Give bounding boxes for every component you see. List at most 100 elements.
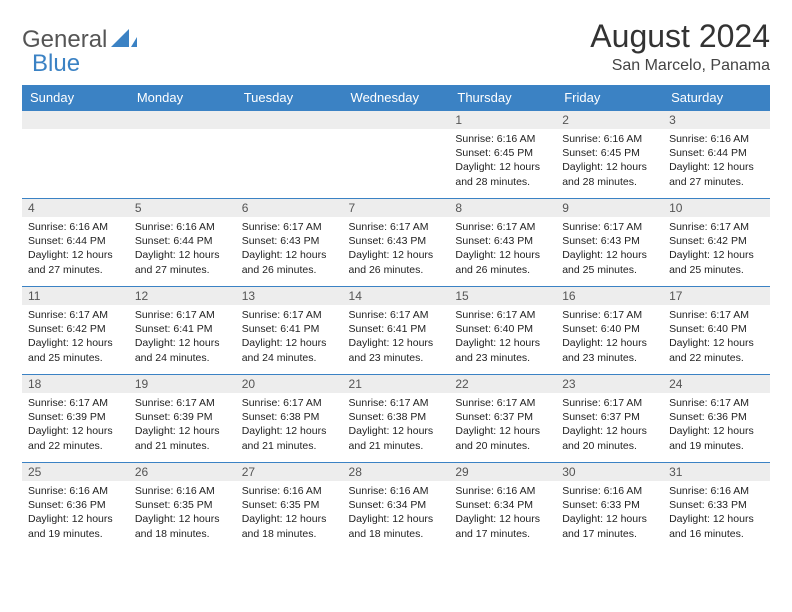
calendar-week-row: 25Sunrise: 6:16 AMSunset: 6:36 PMDayligh… (22, 463, 770, 551)
day-number: 24 (663, 375, 770, 393)
calendar-empty-cell (22, 111, 129, 199)
brand-part2-wrap: Blue (32, 50, 80, 78)
calendar-day-cell: 10Sunrise: 6:17 AMSunset: 6:42 PMDayligh… (663, 199, 770, 287)
calendar-day-cell: 26Sunrise: 6:16 AMSunset: 6:35 PMDayligh… (129, 463, 236, 551)
calendar-day-cell: 24Sunrise: 6:17 AMSunset: 6:36 PMDayligh… (663, 375, 770, 463)
calendar-day-cell: 21Sunrise: 6:17 AMSunset: 6:38 PMDayligh… (343, 375, 450, 463)
day-details: Sunrise: 6:17 AMSunset: 6:40 PMDaylight:… (449, 305, 556, 369)
day-number: 13 (236, 287, 343, 305)
calendar-week-row: 18Sunrise: 6:17 AMSunset: 6:39 PMDayligh… (22, 375, 770, 463)
day-details: Sunrise: 6:17 AMSunset: 6:41 PMDaylight:… (236, 305, 343, 369)
day-details: Sunrise: 6:17 AMSunset: 6:38 PMDaylight:… (236, 393, 343, 457)
calendar-day-cell: 1Sunrise: 6:16 AMSunset: 6:45 PMDaylight… (449, 111, 556, 199)
calendar-day-cell: 15Sunrise: 6:17 AMSunset: 6:40 PMDayligh… (449, 287, 556, 375)
day-number: 1 (449, 111, 556, 129)
day-number: 19 (129, 375, 236, 393)
day-details: Sunrise: 6:17 AMSunset: 6:42 PMDaylight:… (663, 217, 770, 281)
day-details: Sunrise: 6:16 AMSunset: 6:34 PMDaylight:… (449, 481, 556, 545)
day-number: 16 (556, 287, 663, 305)
day-details: Sunrise: 6:16 AMSunset: 6:44 PMDaylight:… (22, 217, 129, 281)
calendar-week-row: 11Sunrise: 6:17 AMSunset: 6:42 PMDayligh… (22, 287, 770, 375)
calendar-body: 1Sunrise: 6:16 AMSunset: 6:45 PMDaylight… (22, 111, 770, 551)
day-number: 17 (663, 287, 770, 305)
day-number: 6 (236, 199, 343, 217)
day-number: 21 (343, 375, 450, 393)
calendar-day-cell: 27Sunrise: 6:16 AMSunset: 6:35 PMDayligh… (236, 463, 343, 551)
day-number: 7 (343, 199, 450, 217)
calendar-day-cell: 4Sunrise: 6:16 AMSunset: 6:44 PMDaylight… (22, 199, 129, 287)
calendar-day-cell: 13Sunrise: 6:17 AMSunset: 6:41 PMDayligh… (236, 287, 343, 375)
day-details (236, 129, 343, 136)
day-number: 30 (556, 463, 663, 481)
calendar-day-cell: 5Sunrise: 6:16 AMSunset: 6:44 PMDaylight… (129, 199, 236, 287)
day-details: Sunrise: 6:17 AMSunset: 6:43 PMDaylight:… (236, 217, 343, 281)
day-details: Sunrise: 6:16 AMSunset: 6:35 PMDaylight:… (129, 481, 236, 545)
weekday-header: Friday (556, 85, 663, 111)
day-details: Sunrise: 6:17 AMSunset: 6:38 PMDaylight:… (343, 393, 450, 457)
day-number: 4 (22, 199, 129, 217)
day-details: Sunrise: 6:16 AMSunset: 6:34 PMDaylight:… (343, 481, 450, 545)
day-number: 5 (129, 199, 236, 217)
calendar-day-cell: 16Sunrise: 6:17 AMSunset: 6:40 PMDayligh… (556, 287, 663, 375)
day-number (236, 111, 343, 129)
day-details: Sunrise: 6:16 AMSunset: 6:33 PMDaylight:… (556, 481, 663, 545)
weekday-header: Saturday (663, 85, 770, 111)
calendar-empty-cell (236, 111, 343, 199)
day-details: Sunrise: 6:17 AMSunset: 6:37 PMDaylight:… (449, 393, 556, 457)
weekday-header: Wednesday (343, 85, 450, 111)
calendar-day-cell: 29Sunrise: 6:16 AMSunset: 6:34 PMDayligh… (449, 463, 556, 551)
calendar-empty-cell (129, 111, 236, 199)
location-label: San Marcelo, Panama (590, 57, 770, 75)
day-details: Sunrise: 6:17 AMSunset: 6:42 PMDaylight:… (22, 305, 129, 369)
day-number: 22 (449, 375, 556, 393)
day-number: 8 (449, 199, 556, 217)
day-details (129, 129, 236, 136)
day-number: 2 (556, 111, 663, 129)
day-number: 31 (663, 463, 770, 481)
day-number: 27 (236, 463, 343, 481)
day-details: Sunrise: 6:16 AMSunset: 6:44 PMDaylight:… (129, 217, 236, 281)
weekday-header: Sunday (22, 85, 129, 111)
calendar-table: SundayMondayTuesdayWednesdayThursdayFrid… (22, 85, 770, 551)
weekday-header: Monday (129, 85, 236, 111)
calendar-day-cell: 18Sunrise: 6:17 AMSunset: 6:39 PMDayligh… (22, 375, 129, 463)
calendar-empty-cell (343, 111, 450, 199)
calendar-day-cell: 28Sunrise: 6:16 AMSunset: 6:34 PMDayligh… (343, 463, 450, 551)
calendar-day-cell: 11Sunrise: 6:17 AMSunset: 6:42 PMDayligh… (22, 287, 129, 375)
day-number: 29 (449, 463, 556, 481)
calendar-day-cell: 2Sunrise: 6:16 AMSunset: 6:45 PMDaylight… (556, 111, 663, 199)
day-number: 28 (343, 463, 450, 481)
day-details: Sunrise: 6:17 AMSunset: 6:43 PMDaylight:… (449, 217, 556, 281)
day-details: Sunrise: 6:17 AMSunset: 6:40 PMDaylight:… (556, 305, 663, 369)
day-details: Sunrise: 6:17 AMSunset: 6:40 PMDaylight:… (663, 305, 770, 369)
calendar-day-cell: 23Sunrise: 6:17 AMSunset: 6:37 PMDayligh… (556, 375, 663, 463)
calendar-day-cell: 14Sunrise: 6:17 AMSunset: 6:41 PMDayligh… (343, 287, 450, 375)
calendar-day-cell: 9Sunrise: 6:17 AMSunset: 6:43 PMDaylight… (556, 199, 663, 287)
day-number (22, 111, 129, 129)
calendar-day-cell: 19Sunrise: 6:17 AMSunset: 6:39 PMDayligh… (129, 375, 236, 463)
day-number: 10 (663, 199, 770, 217)
day-details: Sunrise: 6:17 AMSunset: 6:39 PMDaylight:… (129, 393, 236, 457)
calendar-header-row: SundayMondayTuesdayWednesdayThursdayFrid… (22, 85, 770, 111)
calendar-day-cell: 12Sunrise: 6:17 AMSunset: 6:41 PMDayligh… (129, 287, 236, 375)
day-number: 15 (449, 287, 556, 305)
day-details: Sunrise: 6:16 AMSunset: 6:44 PMDaylight:… (663, 129, 770, 193)
weekday-header: Thursday (449, 85, 556, 111)
day-number: 18 (22, 375, 129, 393)
day-details (343, 129, 450, 136)
day-number: 26 (129, 463, 236, 481)
day-details: Sunrise: 6:17 AMSunset: 6:37 PMDaylight:… (556, 393, 663, 457)
calendar-day-cell: 22Sunrise: 6:17 AMSunset: 6:37 PMDayligh… (449, 375, 556, 463)
day-number: 9 (556, 199, 663, 217)
day-details: Sunrise: 6:17 AMSunset: 6:41 PMDaylight:… (129, 305, 236, 369)
day-details: Sunrise: 6:17 AMSunset: 6:43 PMDaylight:… (556, 217, 663, 281)
calendar-day-cell: 17Sunrise: 6:17 AMSunset: 6:40 PMDayligh… (663, 287, 770, 375)
day-details: Sunrise: 6:16 AMSunset: 6:45 PMDaylight:… (449, 129, 556, 193)
day-number: 11 (22, 287, 129, 305)
day-details: Sunrise: 6:16 AMSunset: 6:36 PMDaylight:… (22, 481, 129, 545)
day-details: Sunrise: 6:16 AMSunset: 6:33 PMDaylight:… (663, 481, 770, 545)
calendar-day-cell: 25Sunrise: 6:16 AMSunset: 6:36 PMDayligh… (22, 463, 129, 551)
month-title: August 2024 (590, 18, 770, 55)
day-number (343, 111, 450, 129)
calendar-day-cell: 20Sunrise: 6:17 AMSunset: 6:38 PMDayligh… (236, 375, 343, 463)
